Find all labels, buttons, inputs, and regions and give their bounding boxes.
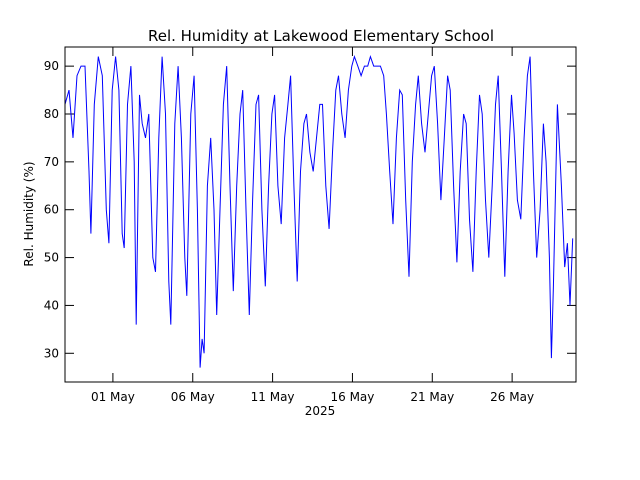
y-tick-label: 70 xyxy=(44,155,59,169)
x-tick-label: 16 May xyxy=(330,390,374,404)
chart-title: Rel. Humidity at Lakewood Elementary Sch… xyxy=(148,27,494,45)
y-tick-label: 80 xyxy=(44,107,59,121)
y-tick-label: 30 xyxy=(44,346,59,360)
y-axis-ticks: 30 40 50 60 70 80 90 xyxy=(44,59,576,360)
x-axis-label: 2025 xyxy=(305,404,336,418)
x-tick-label: 11 May xyxy=(251,390,295,404)
humidity-series-line xyxy=(64,54,574,368)
x-tick-label: 01 May xyxy=(91,390,135,404)
y-tick-label: 90 xyxy=(44,59,59,73)
y-tick-label: 40 xyxy=(44,298,59,312)
plot-frame xyxy=(64,46,577,383)
y-axis-label: Rel. Humidity (%) xyxy=(22,161,36,266)
y-tick-label: 60 xyxy=(44,203,59,217)
x-tick-label: 06 May xyxy=(171,390,215,404)
x-axis-ticks: 01 May 06 May 11 May 16 May 21 May 26 May xyxy=(91,47,534,404)
x-tick-label: 21 May xyxy=(410,390,454,404)
y-tick-label: 50 xyxy=(44,251,59,265)
x-tick-label: 26 May xyxy=(490,390,534,404)
